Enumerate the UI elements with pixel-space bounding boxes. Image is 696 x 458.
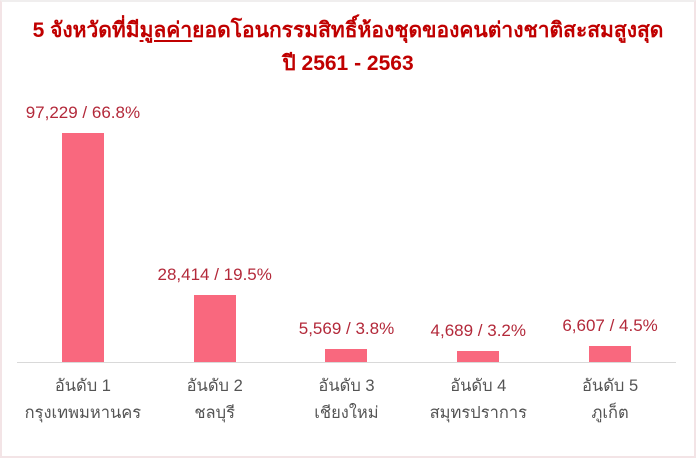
category-province-label: ภูเก็ต: [591, 404, 629, 422]
category-label: อันดับ 2 ชลบุรี: [149, 362, 281, 423]
bar: [457, 351, 500, 362]
title-underlined-text: มูลค่า: [139, 19, 193, 42]
x-axis-category-labels: อันดับ 1 กรุงเทพมหานคร อันดับ 2 ชลบุรี อ…: [17, 362, 676, 423]
bar-column: 5,569 / 3.8%: [281, 318, 413, 362]
title-text-after-underline: ยอดโอนกรรมสิทธิ์ห้องชุดของคนต่างชาติสะสม…: [192, 19, 664, 42]
bar: [589, 346, 632, 362]
chart-title-line1: 5 จังหวัดที่มีมูลค่ายอดโอนกรรมสิทธิ์ห้อง…: [2, 14, 694, 47]
chart-title-line2: ปี 2561 - 2563: [282, 52, 414, 75]
bar-value-label: 6,607 / 4.5%: [562, 316, 658, 335]
category-province-label: สมุทรปราการ: [429, 404, 527, 422]
bar-column: 6,607 / 4.5%: [544, 315, 676, 362]
category-rank-label: อันดับ 1: [54, 377, 111, 395]
bar: [193, 295, 236, 362]
plot-area: 97,229 / 66.8% 28,414 / 19.5% 5,569 / 3.…: [17, 100, 676, 363]
bar-value-label: 4,689 / 3.2%: [430, 321, 527, 340]
bar-column: 97,229 / 66.8%: [17, 102, 149, 362]
title-text-before-underline: 5 จังหวัดที่มี: [32, 19, 140, 42]
bar-value-label: 28,414 / 19.5%: [157, 265, 272, 284]
chart-title: 5 จังหวัดที่มีมูลค่ายอดโอนกรรมสิทธิ์ห้อง…: [2, 2, 694, 80]
category-rank-label: อันดับ 4: [450, 377, 507, 395]
category-province-label: กรุงเทพมหานคร: [24, 404, 142, 422]
category-rank-label: อันดับ 3: [318, 377, 375, 395]
category-label: อันดับ 5 ภูเก็ต: [544, 362, 676, 423]
bar-columns: 97,229 / 66.8% 28,414 / 19.5% 5,569 / 3.…: [17, 100, 676, 362]
bar-value-label: 5,569 / 3.8%: [298, 319, 395, 338]
category-rank-label: อันดับ 2: [186, 377, 243, 395]
category-label: อันดับ 1 กรุงเทพมหานคร: [17, 362, 149, 423]
category-label: อันดับ 4 สมุทรปราการ: [412, 362, 544, 423]
category-province-label: เชียงใหม่: [314, 404, 379, 422]
x-axis-line: [17, 362, 676, 363]
bar-column: 4,689 / 3.2%: [412, 320, 544, 362]
category-rank-label: อันดับ 5: [582, 377, 639, 395]
category-province-label: ชลบุรี: [194, 404, 236, 422]
bar: [325, 349, 368, 362]
category-label: อันดับ 3 เชียงใหม่: [281, 362, 413, 423]
bar-column: 28,414 / 19.5%: [149, 264, 281, 362]
bar: [61, 133, 104, 362]
bar-value-label: 97,229 / 66.8%: [25, 103, 141, 122]
